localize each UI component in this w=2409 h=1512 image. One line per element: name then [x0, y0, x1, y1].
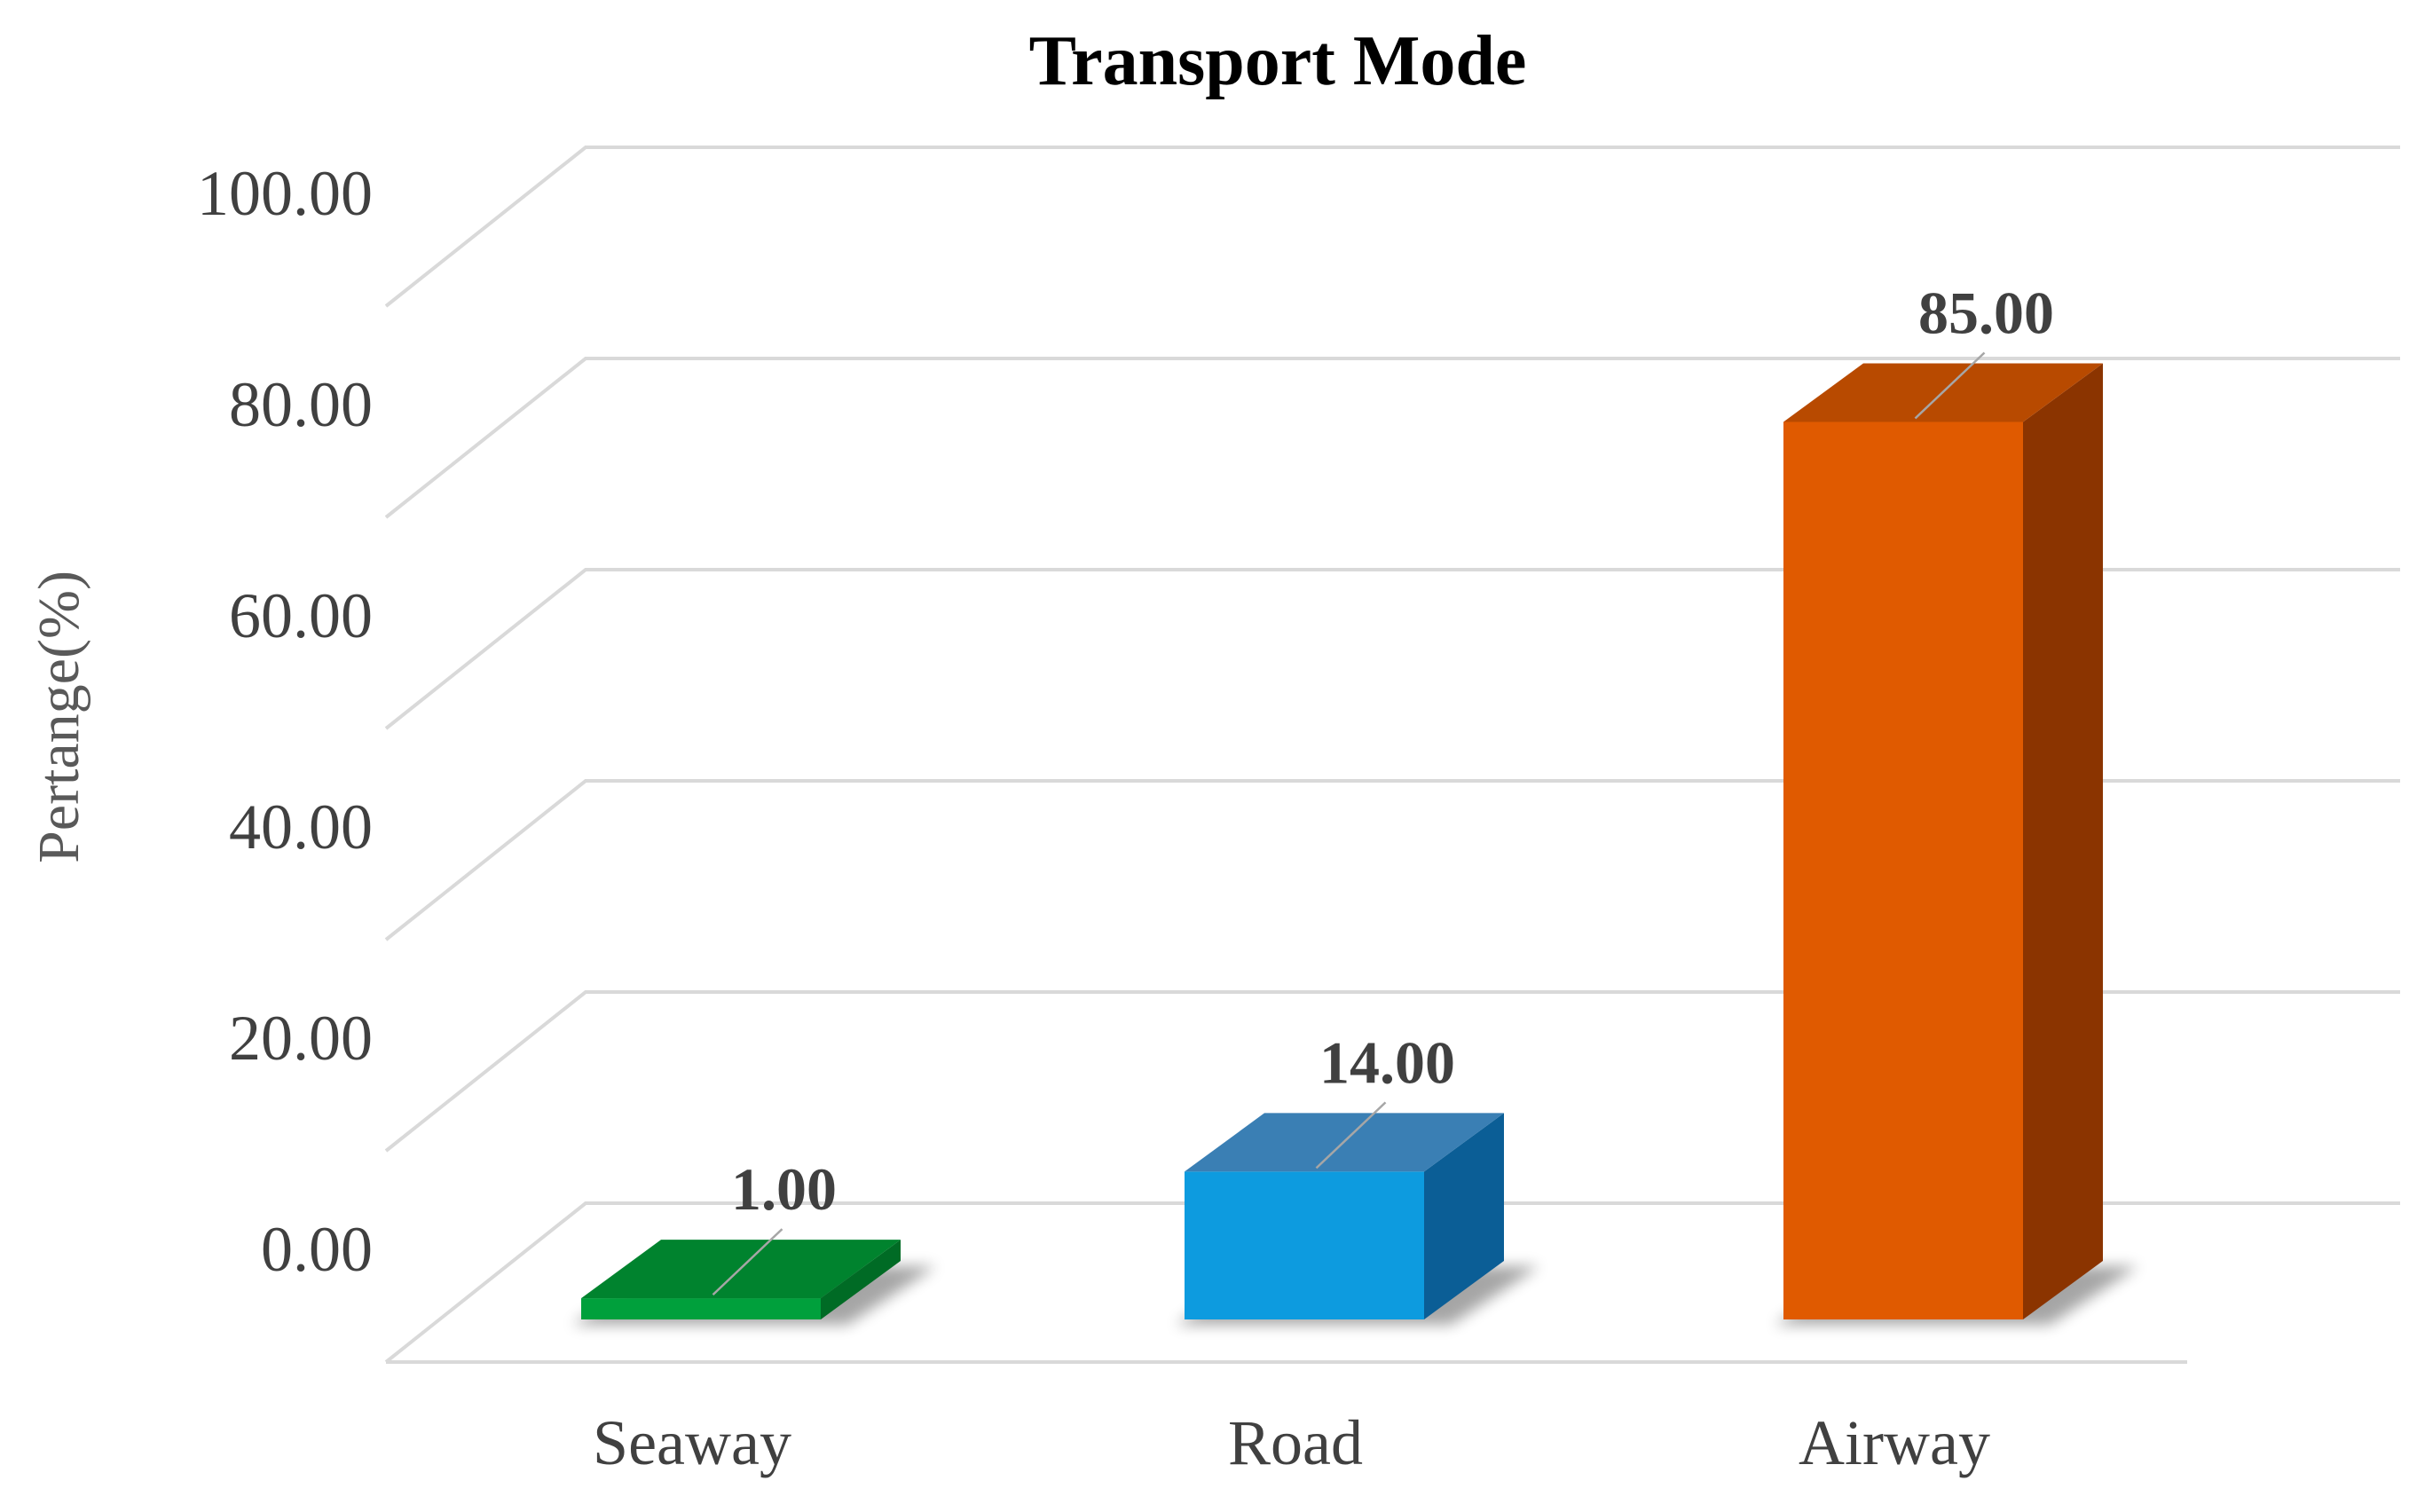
gridlines	[384, 146, 2400, 1364]
data-labels: 1.00 14.00 85.00	[712, 280, 2054, 1296]
bar-airway	[1783, 421, 2023, 1319]
data-label: 14.00	[1319, 1028, 1455, 1096]
y-tick-label: 0.00	[261, 1214, 373, 1285]
y-tick-label: 60.00	[229, 580, 373, 651]
bars	[572, 363, 2138, 1325]
bar-side-seaway	[821, 1240, 901, 1319]
y-tick-label: 100.00	[197, 158, 373, 229]
x-category-label: Seaway	[593, 1407, 791, 1478]
chart-title: Transport Mode	[1029, 22, 1527, 100]
data-label-leader	[1315, 1101, 1387, 1169]
x-category-label: Road	[1228, 1407, 1363, 1478]
y-tick-label: 80.00	[229, 369, 373, 440]
bar-side-road	[1424, 1113, 1504, 1319]
bar-seaway	[581, 1298, 821, 1319]
bar-road	[1185, 1171, 1424, 1319]
y-tick-label: 20.00	[229, 1003, 373, 1074]
y-tick-label: 40.00	[229, 791, 373, 862]
data-label-leader	[712, 1228, 783, 1296]
data-label: 1.00	[731, 1155, 837, 1223]
x-axis-categories: Seaway Road Airway	[593, 1407, 1990, 1478]
bar-side-airway	[2023, 363, 2103, 1319]
data-label-leader	[1914, 351, 1986, 420]
y-axis-ticks: 0.00 20.00 40.00 60.00 80.00 100.00	[197, 158, 373, 1285]
x-category-label: Airway	[1799, 1407, 1990, 1478]
gridline	[384, 146, 2400, 308]
y-axis-title: Pertange(%)	[27, 571, 91, 863]
data-label: 85.00	[1918, 280, 2054, 347]
gridline	[384, 357, 2400, 519]
